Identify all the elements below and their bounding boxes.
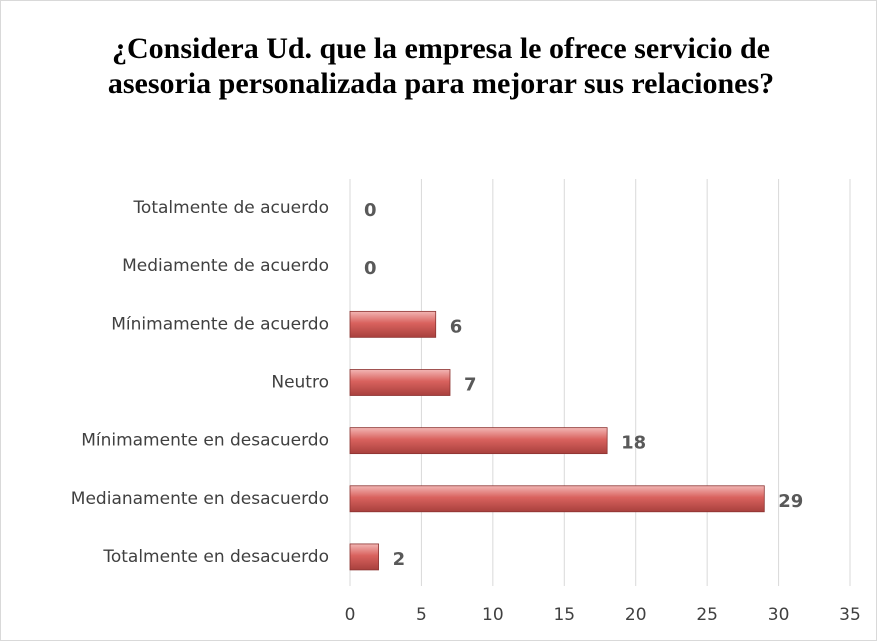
y-tick-label: Totalmente de acuerdo	[132, 198, 329, 218]
data-label: 6	[450, 316, 463, 337]
data-label: 18	[621, 433, 646, 454]
chart-title: ¿Considera Ud. que la empresa le ofrece …	[107, 32, 775, 100]
x-tick-label: 15	[553, 605, 575, 625]
x-tick-label: 20	[625, 605, 647, 625]
x-tick-label: 25	[696, 605, 718, 625]
bar	[349, 543, 379, 571]
y-tick-label: Mediamente de acuerdo	[122, 256, 329, 276]
x-tick-label: 30	[768, 605, 790, 625]
x-tick-label: 10	[482, 605, 504, 625]
data-label: 0	[364, 258, 377, 279]
x-tick-label: 0	[345, 605, 356, 625]
data-label: 7	[464, 375, 477, 396]
bar	[349, 427, 608, 455]
y-tick-label: Medianamente en desacuerdo	[71, 489, 329, 509]
y-tick-label: Neutro	[271, 373, 329, 393]
bar	[349, 485, 765, 513]
y-tick-label: Mínimamente de acuerdo	[111, 314, 329, 334]
bar	[349, 310, 437, 338]
data-label: 0	[364, 200, 377, 221]
data-label: 2	[393, 549, 406, 570]
x-tick-label: 35	[839, 605, 861, 625]
bar	[349, 369, 451, 396]
y-tick-label: Mínimamente en desacuerdo	[81, 431, 329, 451]
x-tick-label: 5	[416, 605, 427, 625]
data-label: 29	[778, 491, 803, 512]
y-tick-label: Totalmente en desacuerdo	[102, 547, 329, 567]
